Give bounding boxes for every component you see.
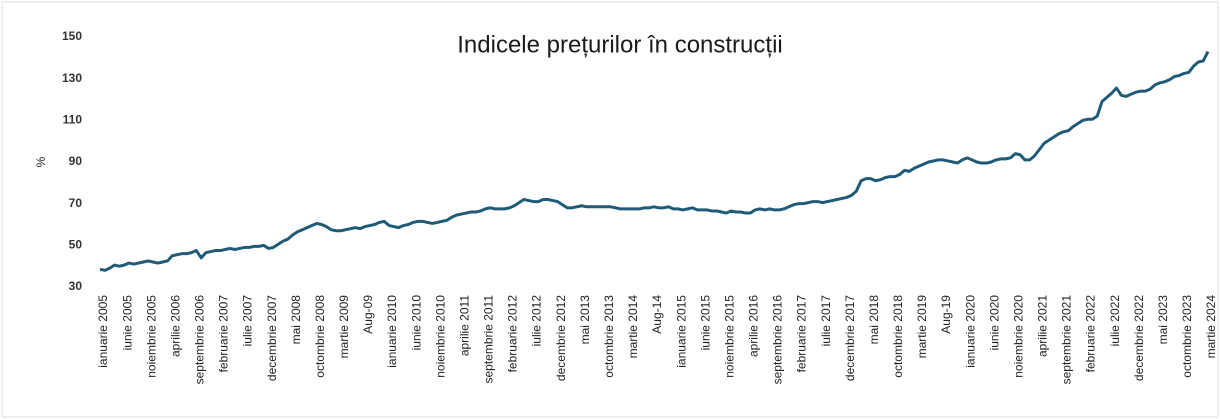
x-tick-label: iunie 2020 — [987, 295, 1001, 351]
x-tick-label: Aug-09 — [361, 295, 375, 334]
y-tick-label: 90 — [69, 154, 83, 168]
x-tick-label: iulie 2017 — [819, 295, 833, 347]
x-tick-label: decembrie 2012 — [554, 295, 568, 381]
x-tick-label: aprilie 2021 — [1036, 295, 1050, 357]
x-tick-label: octombrie 2018 — [891, 295, 905, 378]
x-tick-label: februarie 2007 — [217, 295, 231, 373]
data-line — [99, 50, 1210, 272]
x-tick-label: noiembrie 2010 — [433, 295, 447, 378]
x-tick-label: decembrie 2022 — [1132, 295, 1146, 381]
x-tick-label: mai 2018 — [867, 295, 881, 345]
x-tick-label: iulie 2022 — [1108, 295, 1122, 347]
x-tick-label: martie 2024 — [1204, 295, 1218, 359]
x-tick-label: martie 2009 — [337, 295, 351, 359]
y-tick-label: 30 — [69, 279, 83, 293]
x-tick-label: octombrie 2023 — [1180, 295, 1194, 378]
y-axis-label: % — [34, 156, 48, 167]
x-tick-label: aprilie 2011 — [457, 295, 471, 356]
x-tick-label: noiembrie 2015 — [722, 295, 736, 378]
x-tick-label: ianuarie 2020 — [963, 295, 977, 368]
x-tick-label: ianuarie 2015 — [674, 295, 688, 368]
y-tick-label: 130 — [62, 71, 82, 85]
x-tick-label: iulie 2012 — [530, 295, 544, 347]
x-tick-label: octombrie 2013 — [602, 295, 616, 378]
x-tick-label: februarie 2012 — [506, 295, 520, 373]
x-tick-label: mai 2013 — [578, 295, 592, 345]
x-tick-label: octombrie 2008 — [313, 295, 327, 378]
chart-title: Indicele prețurilor în construcții — [457, 31, 782, 58]
x-tick-label: Aug-19 — [939, 295, 953, 334]
x-tick-label: iunie 2010 — [409, 295, 423, 351]
x-tick-label: ianuarie 2005 — [96, 295, 110, 368]
x-tick-label: septembrie 2011 — [482, 295, 496, 384]
x-tick-label: iulie 2007 — [241, 295, 255, 347]
y-tick-label: 110 — [63, 113, 83, 127]
x-tick-label: septembrie 2006 — [193, 295, 207, 385]
x-tick-label: aprilie 2006 — [168, 295, 182, 357]
x-tick-label: decembrie 2017 — [843, 295, 857, 381]
x-tick-label: noiembrie 2005 — [144, 295, 158, 378]
x-tick-label: Aug-14 — [650, 295, 664, 334]
x-tick-label: mai 2023 — [1156, 295, 1170, 345]
y-tick-label: 70 — [69, 196, 83, 210]
x-tick-label: iunie 2015 — [698, 295, 712, 351]
x-tick-label: septembrie 2016 — [771, 295, 785, 385]
x-tick-label: februarie 2022 — [1084, 295, 1098, 373]
x-tick-label: martie 2019 — [915, 295, 929, 359]
y-tick-label: 150 — [62, 29, 82, 43]
x-tick-label: noiembrie 2020 — [1011, 295, 1025, 378]
x-tick-label: aprilie 2016 — [747, 295, 761, 357]
x-tick-label: martie 2014 — [626, 295, 640, 359]
x-tick-label: septembrie 2021 — [1060, 295, 1074, 385]
x-tick-label: decembrie 2007 — [265, 295, 279, 381]
x-tick-label: ianuarie 2010 — [385, 295, 399, 368]
x-tick-label: mai 2008 — [289, 295, 303, 345]
x-tick-label: februarie 2017 — [795, 295, 809, 373]
x-tick-label: iunie 2005 — [120, 295, 134, 351]
y-tick-label: 50 — [69, 238, 83, 252]
